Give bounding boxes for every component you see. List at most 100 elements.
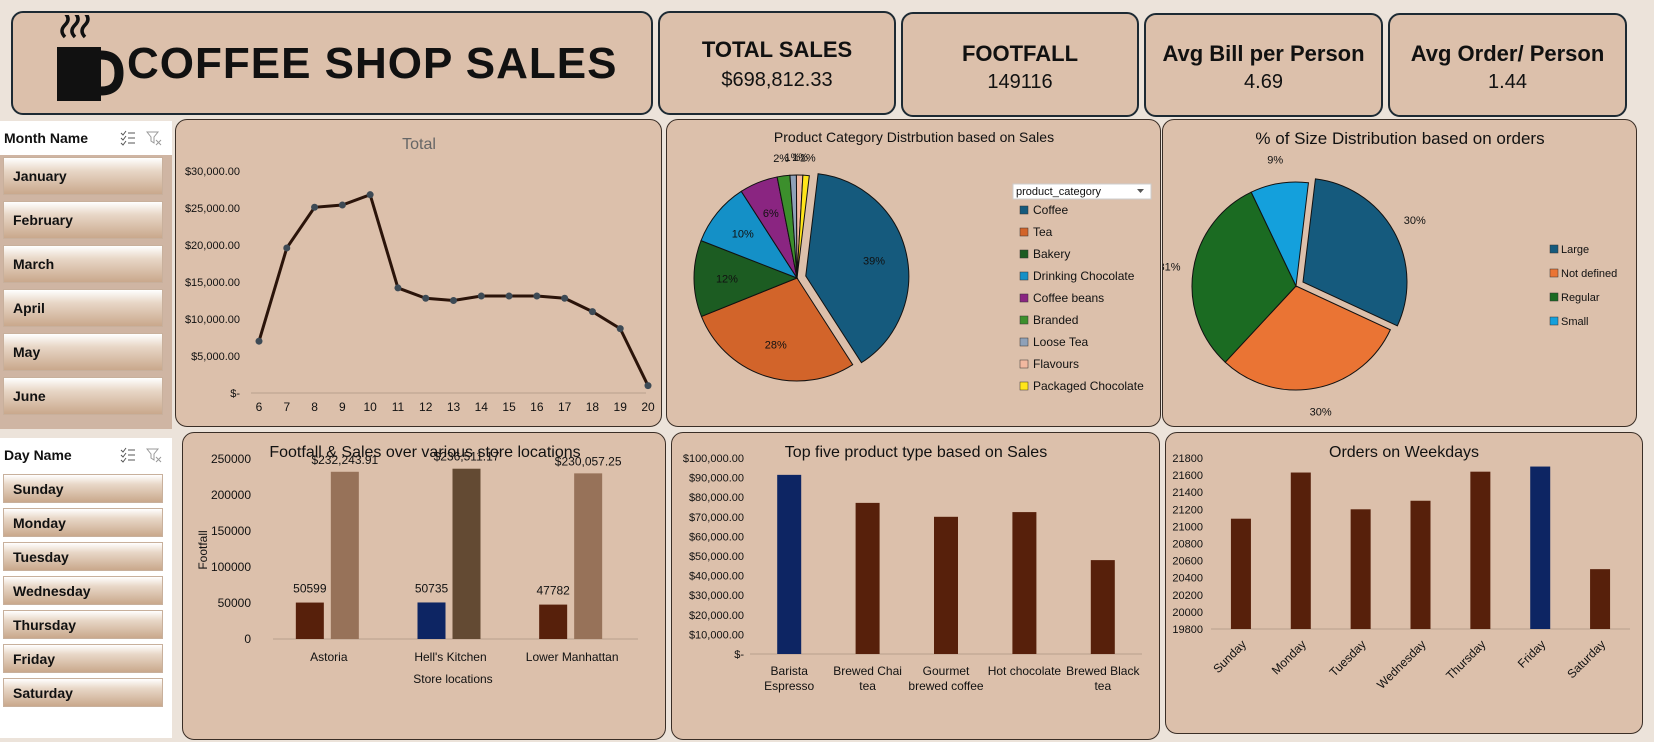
sales-bar[interactable] <box>452 468 481 639</box>
product-bar[interactable] <box>777 474 802 654</box>
x-tick-label: Brewed Chai <box>833 664 902 678</box>
slicer-item-sunday[interactable]: Sunday <box>3 474 163 503</box>
multi-select-icon[interactable] <box>120 130 136 146</box>
multi-select-icon[interactable] <box>120 447 136 463</box>
data-point[interactable] <box>422 294 430 302</box>
weekday-bar[interactable] <box>1410 500 1431 629</box>
data-point[interactable] <box>394 284 402 292</box>
x-tick-label: Tuesday <box>1327 637 1369 679</box>
data-label: 2% <box>773 153 789 165</box>
weekday-bar[interactable] <box>1530 466 1551 629</box>
chart-title: Product Category Distrbution based on Sa… <box>774 129 1054 145</box>
slicer-item-april[interactable]: April <box>3 289 163 327</box>
y-tick-label: 21200 <box>1172 504 1203 516</box>
x-tick-label: 13 <box>447 400 461 414</box>
legend-swatch <box>1019 271 1029 281</box>
pie-slice-small[interactable] <box>1250 181 1310 288</box>
weekday-bar[interactable] <box>1230 518 1251 629</box>
legend-swatch <box>1019 337 1029 347</box>
data-label: 1% <box>800 152 816 164</box>
slicer-item-june[interactable]: June <box>3 377 163 415</box>
legend-filter-dropdown[interactable] <box>1012 183 1152 200</box>
data-point[interactable] <box>561 294 569 302</box>
x-tick-label: Gourmet <box>923 664 970 678</box>
data-point[interactable] <box>533 292 541 300</box>
pie-slice-packaged-chocolate[interactable] <box>796 174 810 279</box>
pie-slice-coffee[interactable] <box>805 173 910 364</box>
weekday-bar[interactable] <box>1290 472 1311 629</box>
slicer-item-friday[interactable]: Friday <box>3 644 163 673</box>
pie-slice-large[interactable] <box>1302 178 1408 327</box>
data-point[interactable] <box>588 308 596 316</box>
data-point[interactable] <box>283 244 291 252</box>
y-tick-label: $15,000.00 <box>185 277 240 289</box>
clear-filter-icon[interactable] <box>146 130 162 146</box>
kpi-title: FOOTFALL <box>961 41 1079 66</box>
data-label: 1% <box>792 152 808 164</box>
weekday-bar[interactable] <box>1470 471 1491 629</box>
slicer-item-may[interactable]: May <box>3 333 163 371</box>
data-point[interactable] <box>366 191 374 199</box>
x-tick-label: Monday <box>1269 637 1309 677</box>
product-bar[interactable] <box>934 516 958 654</box>
pie-slice-not-defined[interactable] <box>1224 285 1392 391</box>
kpi-value: 1.44 <box>1488 71 1527 93</box>
x-tick-label: Friday <box>1515 637 1548 670</box>
kpi-title: Avg Order/ Person <box>1410 41 1605 66</box>
pie-slice-bakery[interactable] <box>693 239 799 318</box>
footfall-bar[interactable] <box>295 602 324 639</box>
x-tick-label: 17 <box>558 400 572 414</box>
chart-title: % of Size Distribution based on orders <box>1255 129 1544 148</box>
x-axis-title: Store locations <box>413 672 492 686</box>
slicer-item-thursday[interactable]: Thursday <box>3 610 163 639</box>
clear-filter-icon[interactable] <box>146 447 162 463</box>
product-bar[interactable] <box>1090 560 1115 654</box>
data-label: 30% <box>1404 215 1426 227</box>
slicer-item-tuesday[interactable]: Tuesday <box>3 542 163 571</box>
legend-item: Coffee beans <box>1033 291 1104 305</box>
slicer-item-saturday[interactable]: Saturday <box>3 678 163 707</box>
y-tick-label: 21000 <box>1172 521 1203 533</box>
y-tick-label: $30,000.00 <box>185 166 240 178</box>
y-tick-label: 150000 <box>211 524 251 538</box>
data-point[interactable] <box>338 201 346 209</box>
chevron-down-icon[interactable] <box>1137 189 1144 193</box>
legend-item: Coffee <box>1033 203 1068 217</box>
x-tick-label: 10 <box>363 400 377 414</box>
slicer-item-january[interactable]: January <box>3 157 163 195</box>
sales-bar[interactable] <box>330 471 359 639</box>
legend-swatch <box>1019 205 1029 215</box>
product-bar[interactable] <box>1012 512 1037 654</box>
y-axis-title: Footfall <box>196 530 210 569</box>
slicer-item-wednesday[interactable]: Wednesday <box>3 576 163 605</box>
data-point[interactable] <box>616 325 624 333</box>
stores-panel: Footfall & Sales over various store loca… <box>182 432 666 740</box>
x-tick-label: Barista <box>771 664 809 678</box>
y-tick-label: 200000 <box>211 488 251 502</box>
data-label: 9% <box>1267 155 1283 167</box>
slicer-item-monday[interactable]: Monday <box>3 508 163 537</box>
data-point[interactable] <box>255 337 263 345</box>
data-point[interactable] <box>311 203 319 211</box>
data-point[interactable] <box>644 382 652 390</box>
slicer-item-february[interactable]: February <box>3 201 163 239</box>
data-point[interactable] <box>450 297 457 304</box>
y-tick-label: $50,000.00 <box>689 551 744 563</box>
pie-slice-regular[interactable] <box>1191 191 1297 363</box>
weekday-bar[interactable] <box>1590 569 1611 629</box>
data-label: 39% <box>863 255 885 267</box>
size-panel: % of Size Distribution based on orders 30… <box>1162 119 1637 427</box>
size-pie-chart: % of Size Distribution based on orders 30… <box>1163 129 1617 419</box>
footfall-bar[interactable] <box>539 604 568 639</box>
day-slicer: Day Name Sunday Monday Tuesday Wednesday Thu… <box>0 438 172 738</box>
sales-bar[interactable] <box>574 473 603 639</box>
data-point[interactable] <box>477 292 485 300</box>
footfall-bar[interactable] <box>417 602 446 639</box>
product-bar[interactable] <box>855 502 880 654</box>
data-label: 6% <box>763 208 779 220</box>
legend-swatch <box>1019 249 1029 259</box>
pie-slice-tea[interactable] <box>700 277 854 382</box>
slicer-item-march[interactable]: March <box>3 245 163 283</box>
data-point[interactable] <box>505 292 513 300</box>
weekday-bar[interactable] <box>1350 509 1371 629</box>
